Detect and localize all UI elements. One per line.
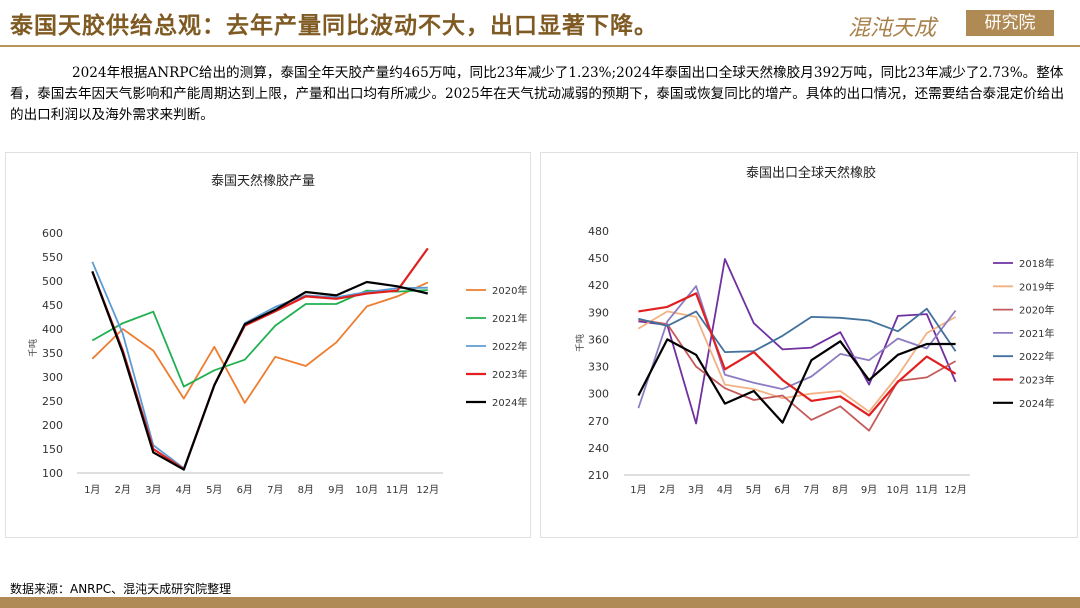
footer-bar (0, 597, 1080, 608)
c1-y-tick-label-6: 390 (588, 306, 609, 319)
c1-x-tick-label-9: 10月 (887, 484, 910, 496)
c0-x-tick-label-8: 9月 (328, 484, 344, 496)
c1-chart-title: 泰国出口全球天然橡胶 (746, 165, 876, 181)
c1-y-tick-label-7: 420 (588, 279, 609, 292)
c0-x-tick-label-9: 10月 (355, 484, 378, 496)
logo-box-text: 研究院 (966, 10, 1054, 36)
c1-y-tick-label-4: 330 (588, 361, 609, 374)
summary-paragraph: 2024年根据ANRPC给出的测算，泰国全年天胶产量约465万吨，同比23年减少… (10, 65, 1065, 123)
c1-legend-label-6: 2024年 (1019, 397, 1054, 410)
c0-legend-label-1: 2021年 (492, 312, 527, 325)
c1-x-tick-label-3: 4月 (717, 484, 733, 496)
c0-y-tick-label-8: 500 (42, 275, 63, 288)
c0-y-tick-label-3: 250 (42, 395, 63, 408)
c1-legend-label-0: 2018年 (1019, 257, 1054, 270)
c0-x-tick-label-3: 4月 (176, 484, 192, 496)
c0-series-line-1 (91, 289, 428, 388)
c1-series-line-4 (638, 307, 957, 354)
c0-y-tick-label-10: 600 (42, 227, 63, 240)
c1-x-tick-label-7: 8月 (832, 484, 848, 496)
c0-x-tick-label-10: 11月 (386, 484, 409, 496)
chart-panel-export: 泰国出口全球天然橡胶千吨 210 240 270 300 330 360 390 420 450 4… (540, 152, 1078, 538)
c1-y-tick-label-1: 240 (588, 442, 609, 455)
c1-y-axis-title: 千吨 (574, 334, 586, 352)
c1-series-line-3 (637, 285, 957, 409)
c1-series-line-2 (638, 318, 957, 432)
logo-script-text: 混沌天成 (848, 16, 937, 41)
c0-x-tick-label-4: 5月 (206, 484, 222, 496)
c1-y-tick-label-3: 300 (588, 388, 609, 401)
c0-y-tick-label-1: 150 (42, 443, 63, 456)
c1-x-tick-label-11: 12月 (944, 484, 967, 496)
c0-series-line-4 (91, 271, 429, 471)
c1-x-tick-label-0: 1月 (630, 484, 646, 496)
c1-x-tick-label-4: 5月 (746, 484, 762, 496)
c1-legend-label-5: 2023年 (1019, 374, 1054, 387)
c0-series-line-0 (91, 281, 429, 404)
c0-x-tick-label-5: 6月 (237, 484, 253, 496)
c1-series-line-1 (637, 310, 957, 413)
c1-x-tick-label-10: 11月 (915, 484, 938, 496)
c1-y-tick-label-5: 360 (588, 333, 609, 346)
c0-series-line-3 (91, 247, 429, 471)
c1-legend-label-1: 2019年 (1019, 280, 1054, 293)
header-bar: 泰国天胶供给总观：去年产量同比波动不大，出口显著下降。 混沌天成 研究院 (0, 0, 1080, 44)
c0-legend-label-2: 2022年 (492, 340, 527, 353)
c1-legend-label-2: 2020年 (1019, 304, 1054, 317)
c0-x-tick-label-0: 1月 (84, 484, 100, 496)
data-source-note: 数据来源：ANRPC、混沌天成研究院整理 (10, 582, 232, 596)
c0-x-tick-label-7: 8月 (298, 484, 314, 496)
c0-legend-label-3: 2023年 (492, 368, 527, 381)
c1-x-tick-label-6: 7月 (803, 484, 819, 496)
c0-y-tick-label-7: 450 (42, 299, 63, 312)
c0-x-tick-label-11: 12月 (416, 484, 439, 496)
c1-x-tick-label-2: 3月 (688, 484, 704, 496)
c1-y-tick-label-0: 210 (588, 469, 609, 482)
c1-series-line-5 (638, 292, 957, 417)
c0-y-tick-label-6: 400 (42, 323, 63, 336)
c0-y-axis-title: 千吨 (27, 339, 39, 357)
c1-series-line-0 (638, 258, 957, 425)
header-divider (0, 45, 1080, 47)
c0-legend-label-0: 2020年 (492, 284, 527, 297)
c1-legend-label-3: 2021年 (1019, 327, 1054, 340)
c0-legend-label-4: 2024年 (492, 396, 527, 409)
c0-y-tick-label-2: 200 (42, 419, 63, 432)
c1-y-tick-label-8: 450 (588, 252, 609, 265)
c0-chart-title: 泰国天然橡胶产量 (211, 173, 315, 189)
c0-series-line-2 (91, 261, 428, 470)
c1-x-tick-label-5: 6月 (774, 484, 790, 496)
c0-y-tick-label-4: 300 (42, 371, 63, 384)
c0-y-tick-label-5: 350 (42, 347, 63, 360)
chart-panel-production: 泰国天然橡胶产量千吨 100 150 200 250 300 350 400 450 500 550… (5, 152, 531, 538)
c0-y-tick-label-0: 100 (42, 467, 63, 480)
c1-x-tick-label-8: 9月 (861, 484, 877, 496)
c0-x-tick-label-1: 2月 (115, 484, 131, 496)
page-title: 泰国天胶供给总观：去年产量同比波动不大，出口显著下降。 (10, 12, 658, 39)
c0-x-tick-label-6: 7月 (267, 484, 283, 496)
c0-y-tick-label-9: 550 (42, 251, 63, 264)
c0-x-tick-label-2: 3月 (145, 484, 161, 496)
c1-x-tick-label-1: 2月 (659, 484, 675, 496)
c1-legend-label-4: 2022年 (1019, 350, 1054, 363)
c1-series-line-6 (637, 338, 956, 424)
c1-y-tick-label-9: 480 (588, 225, 609, 238)
brand-logo: 混沌天成 研究院 (848, 10, 1054, 41)
c1-y-tick-label-2: 270 (588, 415, 609, 428)
